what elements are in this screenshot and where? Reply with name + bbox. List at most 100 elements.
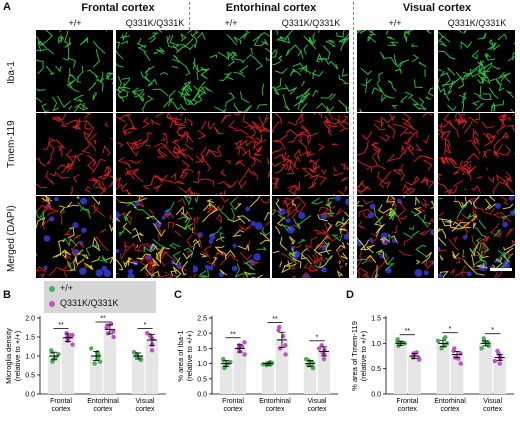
micrograph-tile [193, 196, 270, 278]
data-point [479, 346, 484, 351]
genotype-label-entorhinal-wt: +/+ [224, 18, 238, 28]
significance-label: * [491, 327, 494, 334]
significance-label: ** [100, 316, 106, 323]
data-point [439, 346, 444, 351]
y-axis-label: Microglia density(relative to +/+) [4, 328, 22, 384]
genotype-label-frontal-wt: +/+ [68, 18, 82, 28]
data-point [283, 343, 288, 348]
data-point [443, 335, 448, 340]
genotype-label-visual-mut: Q331K/Q331K [447, 18, 507, 28]
bar [89, 356, 103, 394]
micrograph-tile [36, 113, 113, 195]
significance-label: ** [405, 328, 411, 335]
data-point [395, 337, 400, 342]
significance-label: * [144, 322, 147, 329]
y-tick-label: 0.0 [371, 392, 381, 399]
micrograph-tile [357, 196, 434, 278]
bar [303, 363, 317, 394]
data-point [67, 334, 73, 340]
significance-label: * [449, 326, 452, 333]
panel-letter-c: C [174, 289, 182, 301]
micrograph-tile [116, 196, 193, 278]
micrograph-tile [36, 30, 113, 112]
data-point [319, 343, 324, 348]
micrograph-tile [272, 113, 349, 195]
genotype-label-entorhinal-mut: Q331K/Q331K [281, 18, 341, 28]
bar [145, 340, 159, 394]
panel-letter-a: A [3, 1, 11, 13]
panel-letter-d: D [346, 289, 354, 301]
micrograph-tile [116, 113, 193, 195]
x-tick-label: Entorhinal cortex [259, 398, 291, 413]
legend: +/+ Q331K/Q331K [44, 281, 156, 313]
data-point [242, 340, 247, 345]
significance-label: ** [272, 316, 278, 323]
bar [450, 354, 464, 394]
data-point [261, 362, 266, 367]
y-tick-label: 1.5 [25, 335, 35, 342]
significance-label: ** [230, 331, 236, 338]
y-tick-label: 0.0 [197, 392, 207, 399]
chart-microglia-density: Microglia density(relative to +/+) 0.0 0.5… [4, 316, 166, 413]
micrograph-tile [36, 196, 113, 278]
significance-label: * [316, 334, 319, 341]
data-point [70, 342, 75, 347]
row-label-merged: Merged (DAPI) [6, 205, 17, 272]
data-point [96, 351, 101, 357]
x-tick-label: Frontal cortex [396, 398, 418, 413]
data-point [131, 350, 137, 355]
data-point [92, 361, 97, 366]
micrograph-tile [357, 30, 434, 112]
significance-label: ** [58, 322, 64, 329]
bar [479, 343, 493, 394]
data-point [452, 346, 457, 351]
x-tick-label: Visual cortex [135, 398, 155, 413]
data-point [89, 346, 94, 351]
data-point [316, 346, 322, 351]
region-title-frontal: Frontal cortex [81, 2, 155, 14]
y-axis-label: % area of Iba-1(relative to +/+) [176, 330, 194, 381]
micrograph-tile [193, 30, 270, 112]
data-point [492, 358, 498, 364]
bar [47, 356, 61, 394]
y-tick-label: 2.0 [25, 316, 35, 323]
data-point [481, 336, 486, 341]
bar [317, 351, 331, 394]
y-tick-label: 2.5 [197, 316, 207, 323]
bar [493, 357, 507, 394]
bar [436, 343, 450, 394]
micrograph-tile [272, 30, 349, 112]
y-tick-label: 1.5 [371, 316, 381, 323]
data-point [277, 324, 282, 330]
bar [61, 337, 75, 394]
y-tick-label: 1.0 [197, 361, 207, 368]
genotype-label-visual-wt: +/+ [388, 18, 402, 28]
y-tick-label: 1.0 [25, 354, 35, 361]
scale-bar [490, 268, 512, 271]
data-point [149, 348, 155, 353]
micrograph-tile [357, 113, 434, 195]
y-tick-label: 1.5 [197, 346, 207, 353]
chart-iba1-area: % area of Iba-1(relative to +/+) 0.0 0.5 1.… [176, 316, 338, 413]
data-point [144, 331, 150, 336]
data-point [242, 352, 247, 357]
x-tick-label: Visual cortex [307, 398, 327, 413]
data-point [105, 323, 110, 328]
y-tick-label: 2.0 [197, 331, 207, 338]
data-point [414, 350, 419, 355]
y-axis-label: % area of Tmem-119(relative to +/+) [350, 321, 368, 391]
region-title-visual: Visual cortex [402, 2, 472, 14]
data-point [458, 361, 463, 366]
legend-label-wt: +/+ [60, 283, 74, 293]
data-point [111, 334, 116, 340]
data-point [138, 357, 143, 362]
micrograph-tile [116, 30, 193, 112]
micrograph-tile [438, 196, 515, 278]
micrograph-tile [438, 30, 515, 112]
legend-marker-wt [49, 286, 55, 292]
data-point [321, 356, 327, 362]
y-tick-label: 0.5 [197, 376, 207, 383]
data-point [95, 355, 101, 361]
bar [131, 356, 145, 394]
data-point [435, 338, 441, 343]
